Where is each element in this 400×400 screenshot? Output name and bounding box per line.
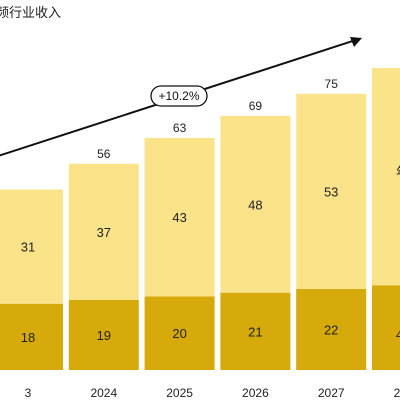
segment-label-upper-2023: 31 xyxy=(21,240,35,255)
x-tick-2027: 2027 xyxy=(318,386,345,400)
segment-label-upper-2027: 53 xyxy=(324,184,338,199)
segment-label-lower-2023: 18 xyxy=(21,330,35,345)
bar-segment-lower-2026 xyxy=(220,292,291,370)
bar-segment-upper-2028 xyxy=(372,68,400,286)
segment-label-upper-2025: 43 xyxy=(172,210,186,225)
bar-segment-lower-2024 xyxy=(68,300,139,370)
total-label-2027: 75 xyxy=(325,77,339,91)
segment-label-lower-2024: 19 xyxy=(97,328,111,343)
segment-label-upper-2024: 37 xyxy=(97,225,111,240)
cagr-arrowhead xyxy=(350,37,362,47)
x-tick-2028: 2028 xyxy=(394,386,400,400)
bar-segment-lower-2028 xyxy=(372,285,400,370)
right-edge-mark-1: 年 xyxy=(396,165,400,179)
bar-segment-upper-2026 xyxy=(220,115,291,293)
segment-label-upper-2026: 48 xyxy=(248,197,262,212)
bar-segment-lower-2023 xyxy=(0,303,63,370)
cagr-badge-label: +10.2% xyxy=(158,89,199,103)
bar-segment-upper-2027 xyxy=(296,93,367,289)
right-edge-mark-2: 4 xyxy=(396,328,400,342)
bar-segment-lower-2025 xyxy=(144,296,215,370)
total-label-2024: 56 xyxy=(97,147,111,161)
total-label-2025: 63 xyxy=(173,121,187,135)
segment-label-lower-2026: 21 xyxy=(248,324,262,339)
total-label-2026: 69 xyxy=(249,99,263,113)
x-tick-2023: 3 xyxy=(25,386,32,400)
chart-title: 频行业收入 xyxy=(0,5,62,20)
bar-segment-upper-2024 xyxy=(68,163,139,301)
bar-segment-upper-2023 xyxy=(0,189,63,304)
cagr-badge xyxy=(150,85,208,107)
segment-label-lower-2025: 20 xyxy=(172,326,186,341)
x-tick-2026: 2026 xyxy=(242,386,269,400)
x-tick-2025: 2025 xyxy=(166,386,193,400)
bar-segment-upper-2025 xyxy=(144,137,215,297)
segment-label-lower-2027: 22 xyxy=(324,322,338,337)
bar-segment-lower-2027 xyxy=(296,288,367,370)
x-tick-2024: 2024 xyxy=(90,386,117,400)
